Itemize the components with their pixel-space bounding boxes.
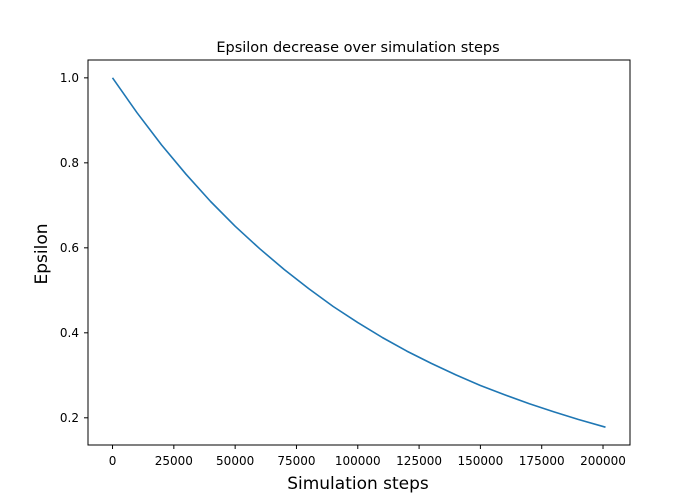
- x-tick-label: 75000: [277, 454, 315, 468]
- chart-title: Epsilon decrease over simulation steps: [216, 40, 499, 56]
- x-axis-label: Simulation steps: [287, 474, 429, 494]
- x-tick-label: 175000: [519, 454, 565, 468]
- y-tick-label: 0.2: [60, 411, 79, 425]
- x-tick-label: 100000: [335, 454, 381, 468]
- y-axis-label: Epsilon: [32, 223, 52, 284]
- y-tick-label: 0.8: [60, 156, 79, 170]
- x-axis: 0 25000 50000 75000 100000 125000 150000 175000…: [109, 445, 626, 468]
- x-tick-label: 125000: [396, 454, 442, 468]
- x-tick-label: 50000: [216, 454, 254, 468]
- x-tick-label: 0: [109, 454, 117, 468]
- x-tick-label: 25000: [155, 454, 193, 468]
- x-tick-label: 150000: [457, 454, 503, 468]
- y-tick-label: 0.4: [60, 326, 79, 340]
- y-tick-label: 1.0: [60, 71, 79, 85]
- y-axis: 0.2 0.4 0.6 0.8 1.0: [60, 71, 88, 425]
- plot-frame: [87, 59, 631, 446]
- series-layer: [111, 77, 606, 428]
- epsilon-series-line: [111, 77, 606, 428]
- y-tick-label: 0.6: [60, 241, 79, 255]
- x-tick-label: 200000: [580, 454, 626, 468]
